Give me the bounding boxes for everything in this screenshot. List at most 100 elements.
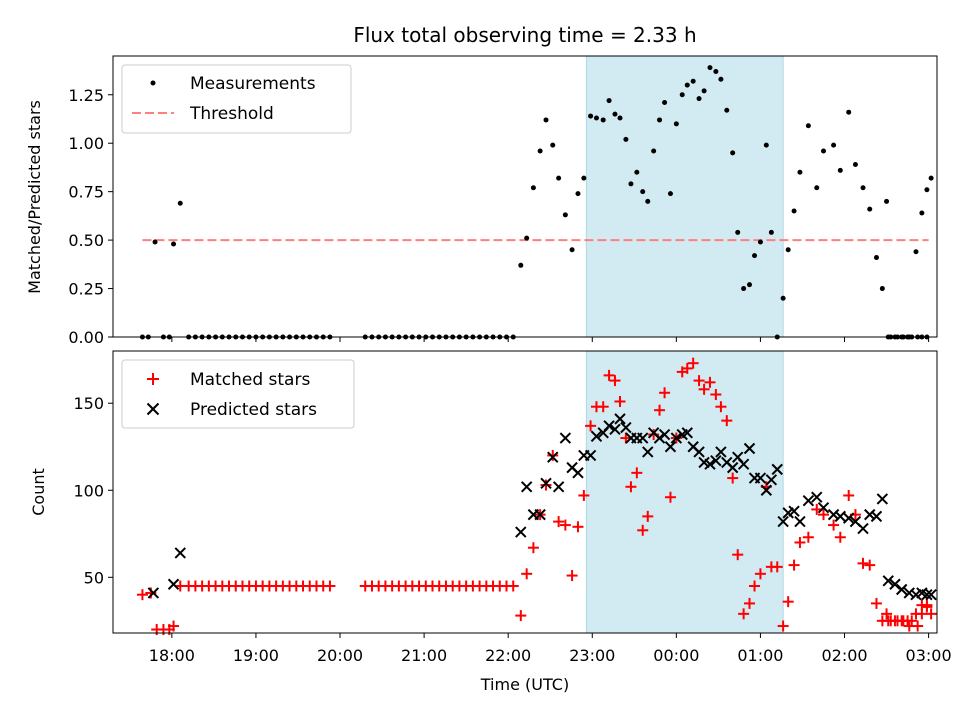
predicted-star-point bbox=[765, 474, 778, 486]
matched-star-point bbox=[925, 608, 937, 620]
matched-star-point bbox=[507, 580, 519, 592]
bottom-y-axis-label: Count bbox=[29, 468, 48, 516]
predicted-star-point bbox=[895, 583, 908, 596]
x-tick-label: 02:00 bbox=[821, 646, 867, 665]
measurement-point bbox=[673, 121, 679, 127]
measurement-point bbox=[575, 191, 581, 197]
x-axis-label: Time (UTC) bbox=[480, 675, 569, 694]
predicted-star-point bbox=[664, 441, 677, 453]
bottom-panel: 50 100 150 18:00 19:00 20:00 21:00 22:00 23:00 0… bbox=[29, 350, 952, 694]
matched-star-point bbox=[659, 387, 671, 399]
predicted-star-point bbox=[167, 578, 180, 590]
predicted-star-point bbox=[925, 588, 937, 601]
measurement-point bbox=[746, 282, 752, 288]
measurement-point bbox=[657, 117, 663, 123]
matched-star-point bbox=[698, 383, 710, 395]
matched-star-point bbox=[864, 559, 876, 571]
matched-star-point bbox=[625, 481, 637, 493]
measurement-point bbox=[919, 210, 925, 216]
measurement-point bbox=[757, 239, 763, 245]
bottom-legend-box bbox=[121, 359, 355, 429]
measurement-point bbox=[797, 169, 803, 175]
legend-matched-marker bbox=[147, 373, 159, 385]
predicted-star-point bbox=[515, 526, 527, 538]
predicted-star-point bbox=[777, 515, 789, 528]
measurement-point bbox=[707, 65, 713, 71]
top-y-axis-label: Matched/Predicted stars bbox=[25, 100, 44, 294]
measurement-point bbox=[735, 229, 741, 235]
measurement-point bbox=[820, 148, 826, 154]
measurement-point bbox=[569, 247, 575, 253]
predicted-star-point bbox=[681, 427, 693, 439]
matched-star-point bbox=[572, 521, 584, 533]
matched-star-point bbox=[324, 580, 336, 592]
top-y-tick-label: 1.25 bbox=[68, 86, 104, 105]
predicted-star-point bbox=[715, 446, 727, 458]
matched-star-point bbox=[614, 395, 626, 407]
predicted-star-point bbox=[802, 494, 815, 507]
matched-star-point bbox=[870, 597, 882, 609]
matched-star-point bbox=[540, 479, 552, 491]
measurement-point bbox=[593, 115, 599, 121]
measurement-point bbox=[550, 142, 556, 148]
measurement-point bbox=[612, 111, 618, 117]
measurement-point bbox=[718, 76, 724, 82]
bottom-y-tick-label: 50 bbox=[84, 568, 104, 587]
chart-title: Flux total observing time = 2.33 h bbox=[353, 23, 696, 47]
top-legend-box bbox=[121, 64, 352, 134]
predicted-star-point bbox=[876, 493, 889, 505]
predicted-star-point bbox=[572, 467, 584, 479]
top-x-ticks bbox=[171, 337, 930, 342]
matched-star-point bbox=[817, 509, 829, 521]
measurement-point bbox=[791, 208, 797, 214]
measurement-point bbox=[805, 123, 811, 129]
predicted-star-point bbox=[726, 461, 739, 474]
measurement-point bbox=[152, 239, 158, 245]
predicted-star-point bbox=[921, 588, 933, 601]
measurement-point bbox=[651, 148, 657, 154]
predicted-star-point bbox=[794, 515, 806, 528]
predicted-star-point bbox=[534, 508, 546, 521]
measurement-point bbox=[634, 169, 640, 175]
matched-star-point bbox=[710, 389, 722, 401]
predicted-star-point bbox=[609, 423, 621, 436]
measurement-point bbox=[768, 229, 774, 235]
legend-predicted-label: Predicted stars bbox=[190, 400, 317, 420]
predicted-stars-points bbox=[147, 413, 937, 601]
predicted-star-point bbox=[760, 484, 773, 496]
matched-star-point bbox=[881, 608, 893, 620]
measurement-point bbox=[724, 107, 730, 113]
x-tick-label: 20:00 bbox=[317, 646, 363, 665]
measurement-point bbox=[690, 78, 696, 84]
x-tick-label: 00:00 bbox=[653, 646, 699, 665]
predicted-star-point bbox=[882, 575, 894, 587]
measurement-point bbox=[780, 295, 786, 301]
predicted-star-point bbox=[870, 510, 883, 523]
matched-star-point bbox=[777, 620, 789, 632]
predicted-star-point bbox=[147, 587, 160, 599]
matched-star-point bbox=[749, 580, 761, 592]
matched-star-point bbox=[637, 524, 649, 536]
top-y-tick-label: 0.50 bbox=[68, 231, 104, 250]
predicted-star-point bbox=[642, 446, 654, 458]
measurement-point bbox=[696, 96, 702, 102]
measurement-point bbox=[846, 109, 852, 115]
top-y-tick-label: 0.25 bbox=[68, 280, 104, 299]
matched-star-point bbox=[527, 542, 539, 554]
matched-star-point bbox=[771, 561, 783, 573]
top-y-ticks: 0.00 0.25 0.50 0.75 1.00 1.25 bbox=[68, 86, 113, 347]
measurement-point bbox=[785, 247, 791, 253]
measurement-point bbox=[867, 206, 873, 212]
measurement-point bbox=[177, 200, 183, 206]
x-tick-label: 19:00 bbox=[233, 646, 279, 665]
measurement-point bbox=[928, 175, 934, 181]
top-y-tick-label: 0.75 bbox=[68, 183, 104, 202]
measurement-point bbox=[913, 249, 919, 255]
matched-star-point bbox=[136, 589, 148, 601]
predicted-star-point bbox=[843, 512, 855, 524]
predicted-star-point bbox=[737, 458, 750, 470]
matched-star-point bbox=[553, 516, 565, 528]
matched-star-point bbox=[547, 449, 559, 461]
matched-star-point bbox=[631, 467, 643, 479]
